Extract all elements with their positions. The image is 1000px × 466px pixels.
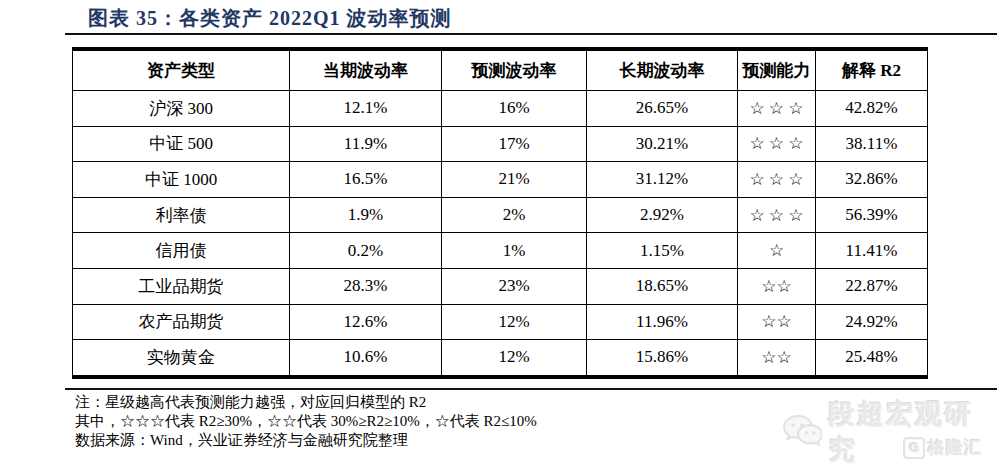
table-row: 农产品期货12.6%12%11.96%☆☆24.92% — [73, 304, 928, 340]
table-cell: 25.48% — [816, 340, 928, 377]
table-cell: ☆☆ — [738, 340, 816, 377]
table-cell: 17% — [442, 126, 587, 162]
table-cell: 24.92% — [816, 304, 928, 340]
table-cell: 0.2% — [290, 233, 442, 269]
table-cell: 12.6% — [290, 304, 442, 340]
table-row: 信用债0.2%1%1.15%☆11.41% — [73, 233, 928, 269]
header-asset-type: 资产类型 — [73, 49, 290, 91]
table-cell: 信用债 — [73, 233, 290, 269]
table-cell: ☆ ☆ ☆ — [738, 162, 816, 198]
table-cell: 工业品期货 — [73, 268, 290, 304]
table-cell: 42.82% — [816, 91, 928, 127]
table-row: 利率债1.9%2%2.92%☆ ☆ ☆56.39% — [73, 197, 928, 233]
table-cell: 56.39% — [816, 197, 928, 233]
notes-divider — [65, 388, 997, 390]
table-cell: 1.9% — [290, 197, 442, 233]
table-row: 中证 100016.5%21%31.12%☆ ☆ ☆32.86% — [73, 162, 928, 198]
table-row: 沪深 30012.1%16%26.65%☆ ☆ ☆42.82% — [73, 91, 928, 127]
header-row: 资产类型 当期波动率 预测波动率 长期波动率 预测能力 解释 R2 — [73, 49, 928, 91]
volatility-table: 资产类型 当期波动率 预测波动率 长期波动率 预测能力 解释 R2 沪深 300… — [72, 47, 928, 379]
table-cell: 1.15% — [587, 233, 738, 269]
gelonghui-logo-icon: G — [903, 437, 925, 459]
table-cell: 1% — [442, 233, 587, 269]
table-cell: 利率债 — [73, 197, 290, 233]
header-longterm-volatility: 长期波动率 — [587, 49, 738, 91]
table-cell: ☆ ☆ ☆ — [738, 91, 816, 127]
wechat-icon — [782, 413, 822, 451]
table-cell: 实物黄金 — [73, 340, 290, 377]
table-cell: 11.41% — [816, 233, 928, 269]
table-cell: 16% — [442, 91, 587, 127]
table-cell: 30.21% — [587, 126, 738, 162]
table-cell: 31.12% — [587, 162, 738, 198]
table-cell: 38.11% — [816, 126, 928, 162]
table-row: 实物黄金10.6%12%15.86%☆☆25.48% — [73, 340, 928, 377]
table-cell: 32.86% — [816, 162, 928, 198]
table-cell: 沪深 300 — [73, 91, 290, 127]
table-cell: 11.9% — [290, 126, 442, 162]
table-cell: 28.3% — [290, 268, 442, 304]
footnote-line-2: 其中，☆☆☆代表 R2≥30%，☆☆代表 30%≥R2≥10%，☆代表 R2≤1… — [75, 412, 537, 431]
table-cell: 10.6% — [290, 340, 442, 377]
header-explained-r2: 解释 R2 — [816, 49, 928, 91]
header-current-volatility: 当期波动率 — [290, 49, 442, 91]
header-forecast-ability: 预测能力 — [738, 49, 816, 91]
table-cell: 21% — [442, 162, 587, 198]
table-cell: ☆☆ — [738, 268, 816, 304]
table-cell: 18.65% — [587, 268, 738, 304]
table-cell: 15.86% — [587, 340, 738, 377]
table-cell: ☆ ☆ ☆ — [738, 126, 816, 162]
footnotes: 注：星级越高代表预测能力越强，对应回归模型的 R2 其中，☆☆☆代表 R2≥30… — [75, 393, 537, 450]
table-cell: ☆ — [738, 233, 816, 269]
table-cell: 农产品期货 — [73, 304, 290, 340]
table-cell: 23% — [442, 268, 587, 304]
table-cell: ☆ ☆ ☆ — [738, 197, 816, 233]
gelonghui-logo: G 格隆汇 — [903, 436, 982, 459]
footnote-line-3: 数据来源：Wind，兴业证券经济与金融研究院整理 — [75, 431, 537, 450]
table-row: 中证 50011.9%17%30.21%☆ ☆ ☆38.11% — [73, 126, 928, 162]
table-cell: 中证 1000 — [73, 162, 290, 198]
table-cell: 12% — [442, 340, 587, 377]
header-forecast-volatility: 预测波动率 — [442, 49, 587, 91]
table-cell: 11.96% — [587, 304, 738, 340]
table-cell: 26.65% — [587, 91, 738, 127]
footnote-line-1: 注：星级越高代表预测能力越强，对应回归模型的 R2 — [75, 393, 537, 412]
gelonghui-logo-text: 格隆汇 — [928, 436, 982, 459]
table-head: 资产类型 当期波动率 预测波动率 长期波动率 预测能力 解释 R2 — [73, 49, 928, 91]
table-cell: 12% — [442, 304, 587, 340]
table-cell: 2% — [442, 197, 587, 233]
table-cell: 中证 500 — [73, 126, 290, 162]
table-cell: 12.1% — [290, 91, 442, 127]
table-cell: 2.92% — [587, 197, 738, 233]
title-underline — [65, 33, 997, 35]
table-body: 沪深 30012.1%16%26.65%☆ ☆ ☆42.82%中证 50011.… — [73, 91, 928, 377]
table-cell: ☆☆ — [738, 304, 816, 340]
page-title: 图表 35：各类资产 2022Q1 波动率预测 — [88, 5, 452, 32]
table-row: 工业品期货28.3%23%18.65%☆☆22.87% — [73, 268, 928, 304]
table-cell: 16.5% — [290, 162, 442, 198]
table-cell: 22.87% — [816, 268, 928, 304]
